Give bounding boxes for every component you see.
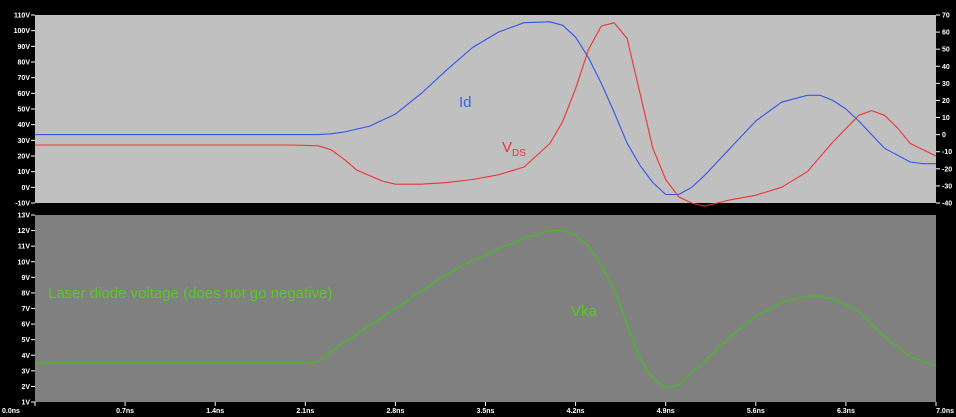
laser-diode-voltage-note: Laser diode voltage (does not go negativ… bbox=[48, 285, 332, 302]
y-tick-label: 2V bbox=[21, 384, 30, 391]
y-tick-label: 3V bbox=[21, 368, 30, 375]
y-tick-label: 10V bbox=[18, 169, 31, 176]
x-tick-label: 2.1ns bbox=[296, 408, 314, 415]
y-tick-label: 13V bbox=[18, 213, 31, 220]
x-tick-label: 3.5ns bbox=[477, 408, 495, 415]
y-tick-label: 5V bbox=[21, 337, 30, 344]
x-tick-label: 2.8ns bbox=[386, 408, 404, 415]
y-tick-label: 70V bbox=[18, 75, 31, 82]
x-tick-label: 1.4ns bbox=[206, 408, 224, 415]
y-tick-label: 0V bbox=[21, 185, 30, 192]
y-tick-label: 30V bbox=[18, 138, 31, 145]
tick-layer: -10V 0V 10V 20V 30V 40V 50V 60V 70V 80V 90V 100V 110… bbox=[2, 13, 954, 416]
y-tick-label: 11V bbox=[18, 244, 30, 251]
y2-tick-label: -10 bbox=[942, 149, 952, 156]
y2-tick-label: 0 bbox=[942, 132, 946, 139]
x-tick-label: 7.0ns bbox=[936, 408, 954, 415]
y-tick-label: 80V bbox=[18, 60, 31, 67]
id-label: Id bbox=[459, 94, 472, 111]
y2-tick-label: 10 bbox=[942, 115, 950, 122]
y2-tick-label: 70 bbox=[942, 13, 950, 20]
x-tick-label: 0.7ns bbox=[116, 408, 134, 415]
y-tick-label: 40V bbox=[18, 122, 31, 129]
y-tick-label: 7V bbox=[21, 306, 30, 313]
y-tick-label: 20V bbox=[18, 154, 31, 161]
top-pane[interactable] bbox=[35, 15, 936, 203]
y-tick-label: 1V bbox=[21, 400, 30, 407]
x-tick-label: 6.3ns bbox=[837, 408, 855, 415]
x-tick-label: 0.0ns bbox=[2, 408, 20, 415]
bottom-pane-traces bbox=[35, 229, 937, 389]
x-tick-label: 4.9ns bbox=[657, 408, 675, 415]
y-tick-label: 6V bbox=[21, 322, 30, 329]
y-tick-label: 10V bbox=[18, 259, 31, 266]
y-tick-label: 12V bbox=[18, 228, 31, 235]
y-tick-label: 100V bbox=[14, 28, 31, 35]
y-tick-label: 60V bbox=[18, 91, 31, 98]
x-tick-label: 4.2ns bbox=[567, 408, 585, 415]
y-tick-label: 4V bbox=[21, 353, 30, 360]
bottom-pane[interactable] bbox=[35, 215, 936, 402]
y-tick-label: 90V bbox=[18, 44, 31, 51]
y2-tick-label: -30 bbox=[942, 183, 952, 190]
y2-tick-label: -40 bbox=[942, 201, 952, 208]
y-tick-label: 9V bbox=[21, 275, 30, 282]
y2-tick-label: 40 bbox=[942, 64, 950, 71]
top-pane-traces bbox=[35, 21, 937, 207]
y-tick-label: -10V bbox=[15, 201, 30, 208]
y-tick-label: 110V bbox=[14, 13, 30, 20]
y2-tick-label: 20 bbox=[942, 98, 950, 105]
y-tick-label: 8V bbox=[21, 290, 30, 297]
vka-label: Vka bbox=[571, 303, 598, 320]
x-tick-label: 5.6ns bbox=[747, 408, 765, 415]
series-line-vka[interactable] bbox=[35, 229, 937, 389]
y-tick-label: 50V bbox=[18, 107, 31, 114]
series-line-vds[interactable] bbox=[35, 22, 937, 207]
series-line-id[interactable] bbox=[35, 21, 936, 196]
y2-tick-label: 30 bbox=[942, 81, 950, 88]
y2-tick-label: -20 bbox=[942, 166, 952, 173]
y2-tick-label: 50 bbox=[942, 47, 950, 54]
vds-label: VDS bbox=[502, 139, 526, 159]
y2-tick-label: 60 bbox=[942, 30, 950, 37]
